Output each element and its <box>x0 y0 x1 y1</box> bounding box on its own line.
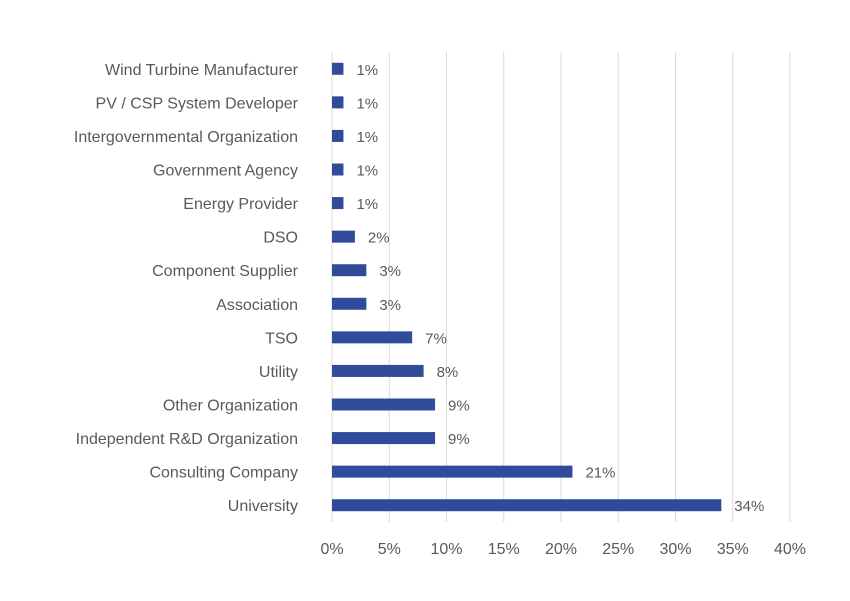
category-label: Energy Provider <box>183 196 298 213</box>
bars <box>332 62 722 512</box>
data-label: 34% <box>734 498 764 515</box>
x-tick-label: 40% <box>774 541 806 558</box>
category-label: PV / CSP System Developer <box>96 95 299 112</box>
data-label: 21% <box>585 465 615 482</box>
category-label: Government Agency <box>153 163 298 180</box>
category-labels: Wind Turbine Manufacturer PV / CSP System… <box>74 62 299 515</box>
category-label: University <box>228 498 298 515</box>
x-axis-tick-labels: 0% 5% 10% 15% 20% 25% 30% 35% 40% <box>320 541 806 558</box>
bar <box>332 163 344 176</box>
x-tick-label: 0% <box>320 541 343 558</box>
data-label: 1% <box>356 163 378 180</box>
category-label: Other Organization <box>163 398 298 415</box>
data-label: 9% <box>448 431 470 448</box>
bar <box>332 398 436 411</box>
x-tick-label: 15% <box>488 541 520 558</box>
category-label: Wind Turbine Manufacturer <box>105 62 299 79</box>
x-tick-label: 35% <box>717 541 749 558</box>
bar <box>332 264 367 277</box>
category-label: Independent R&D Organization <box>76 431 298 448</box>
data-label: 8% <box>437 364 459 381</box>
gridlines <box>331 52 791 522</box>
bar <box>332 331 413 344</box>
data-label: 1% <box>356 129 378 146</box>
bar <box>332 297 367 310</box>
bar <box>332 499 722 512</box>
bar <box>332 230 355 243</box>
category-label: TSO <box>265 330 298 347</box>
bar <box>332 465 573 478</box>
data-label: 1% <box>356 95 378 112</box>
category-label: Intergovernmental Organization <box>74 129 298 146</box>
bar <box>332 197 344 210</box>
x-tick-label: 25% <box>602 541 634 558</box>
x-tick-label: 10% <box>430 541 462 558</box>
bar <box>332 96 344 109</box>
category-label: Consulting Company <box>149 465 298 482</box>
data-labels: 1% 1% 1% 1% 1% 2% 3% 3% 7% 8% 9% 9% 21% 34% <box>356 62 764 515</box>
x-tick-label: 30% <box>659 541 691 558</box>
data-label: 7% <box>425 330 447 347</box>
category-label: Utility <box>259 364 298 381</box>
bar <box>332 62 344 75</box>
category-label: Component Supplier <box>152 263 299 280</box>
data-label: 2% <box>368 230 390 247</box>
bar <box>332 129 344 142</box>
data-label: 3% <box>379 263 401 280</box>
category-label: DSO <box>263 230 298 247</box>
x-tick-label: 20% <box>545 541 577 558</box>
bar <box>332 432 436 445</box>
data-label: 3% <box>379 297 401 314</box>
x-tick-label: 5% <box>378 541 401 558</box>
bar <box>332 364 424 377</box>
data-label: 1% <box>356 62 378 79</box>
data-label: 1% <box>356 196 378 213</box>
category-label: Association <box>216 297 298 314</box>
data-label: 9% <box>448 398 470 415</box>
